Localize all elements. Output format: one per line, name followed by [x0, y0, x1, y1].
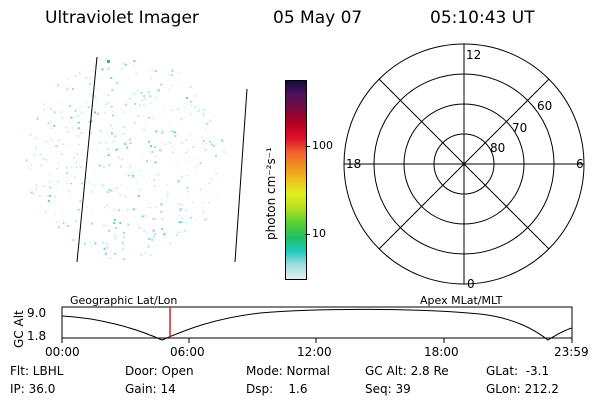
timeline-ytick-9: 9.0 — [27, 306, 47, 320]
polar-ring-60 — [373, 73, 555, 255]
timeline-xtick-0600: 06:00 — [170, 345, 205, 359]
mlt-label-6: 6 — [576, 157, 584, 171]
info-door: Door: Open — [125, 364, 194, 378]
lat-label-80: 80 — [490, 141, 505, 155]
timeline-xtick-0000: 00:00 — [45, 345, 80, 359]
info-dsp: Dsp: 1.6 — [246, 382, 308, 396]
timeline-ytick-1-8: 1.8 — [27, 329, 47, 343]
mlt-label-0: 0 — [467, 277, 475, 291]
colorbar-tick-label-10: 10 — [312, 227, 326, 240]
polar-ring-70 — [403, 103, 525, 225]
timeline-left-title: Geographic Lat/Lon — [70, 294, 178, 307]
info-ip: IP: 36.0 — [10, 382, 56, 396]
timeline-right-title: Apex MLat/MLT — [420, 294, 503, 307]
time-label: 05:10:43 UT — [430, 8, 535, 28]
colorbar — [285, 80, 307, 280]
polar-ring-outer — [343, 43, 585, 285]
instrument-title: Ultraviolet Imager — [45, 8, 199, 28]
colorbar-unit-label: photon cm⁻²s⁻¹ — [264, 147, 278, 240]
timeline-frame — [61, 306, 573, 339]
colorbar-tick-label-100: 100 — [312, 139, 333, 152]
polar-ring-80 — [433, 133, 495, 195]
mlt-label-12: 12 — [466, 48, 481, 62]
timeline-xtick-2359: 23:59 — [554, 345, 589, 359]
info-mode: Mode: Normal — [246, 364, 330, 378]
polar-diagonal-2 — [378, 78, 550, 250]
colorbar-gradient — [286, 81, 306, 279]
date-label: 05 May 07 — [273, 8, 363, 28]
terminator-line-left — [76, 56, 98, 263]
info-glat: GLat: -3.1 — [486, 364, 550, 378]
colorbar-tick-100 — [305, 146, 310, 147]
colorbar-tick-10 — [305, 234, 310, 235]
gc-alt-orbit-curve — [61, 308, 573, 341]
timeline-ylabel: GC Alt — [12, 310, 26, 348]
terminator-line-right — [234, 88, 248, 263]
info-gain: Gain: 14 — [125, 382, 176, 396]
timeline-xtick-1800: 18:00 — [424, 345, 459, 359]
uv-emission-speckles — [25, 58, 226, 260]
lat-label-70: 70 — [512, 121, 527, 135]
info-seq: Seq: 39 — [365, 382, 411, 396]
info-glon: GLon: 212.2 — [486, 382, 559, 396]
mlt-label-18: 18 — [346, 157, 361, 171]
polar-diagonal-1 — [378, 78, 550, 250]
info-gc-alt: GC Alt: 2.8 Re — [365, 364, 449, 378]
lat-label-60: 60 — [537, 99, 552, 113]
info-filter: Flt: LBHL — [10, 364, 64, 378]
timeline-xtick-1200: 12:00 — [297, 345, 332, 359]
